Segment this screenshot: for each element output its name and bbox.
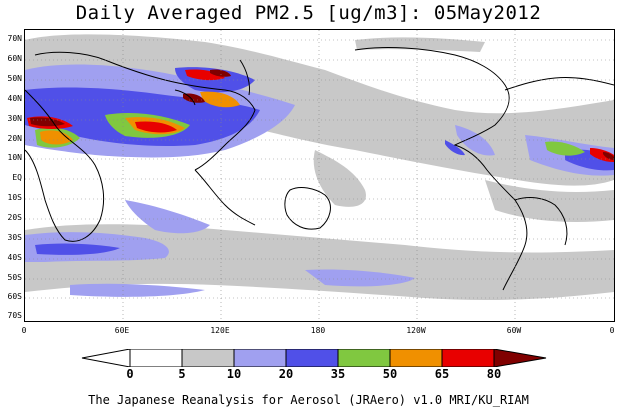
lat-label-60s: 60S — [7, 292, 22, 301]
colorbar-label-10: 10 — [226, 367, 242, 381]
colorbar-box-0-5 — [129, 349, 183, 367]
coastlines — [25, 47, 614, 291]
lat-label-40n: 40N — [7, 94, 22, 103]
lon-label-0-right: 0 — [609, 326, 615, 335]
colorbar-box-20-35 — [285, 349, 339, 367]
lat-label-50s: 50S — [7, 273, 22, 282]
colorbar-label-65: 65 — [434, 367, 450, 381]
colorbar — [81, 349, 547, 367]
lon-label-60w: 60W — [506, 326, 522, 335]
colorbar-box-65-80 — [441, 349, 495, 367]
colorbar-arrow-high — [493, 349, 547, 367]
pm25-level-5-10 — [25, 34, 614, 300]
map-gridlines — [25, 30, 614, 321]
pm25-map — [24, 29, 615, 322]
lat-label-20s: 20S — [7, 213, 22, 222]
colorbar-label-0: 0 — [126, 367, 134, 381]
lat-label-50n: 50N — [7, 74, 22, 83]
lat-label-20n: 20N — [7, 134, 22, 143]
lat-label-10n: 10N — [7, 153, 22, 162]
colorbar-label-20: 20 — [278, 367, 294, 381]
colorbar-arrow-low — [81, 349, 131, 367]
lat-label-40s: 40S — [7, 253, 22, 262]
colorbar-label-35: 35 — [330, 367, 346, 381]
colorbar-label-80: 80 — [486, 367, 502, 381]
lat-label-10s: 10S — [7, 193, 22, 202]
colorbar-box-35-50 — [337, 349, 391, 367]
colorbar-box-50-65 — [389, 349, 443, 367]
lon-label-180: 180 — [310, 326, 326, 335]
footer-credit: The Japanese Reanalysis for Aerosol (JRA… — [88, 393, 529, 407]
colorbar-label-50: 50 — [382, 367, 398, 381]
lon-label-60e: 60E — [114, 326, 130, 335]
lat-label-60n: 60N — [7, 54, 22, 63]
colorbar-label-5: 5 — [178, 367, 186, 381]
lat-label-30s: 30S — [7, 233, 22, 242]
lat-label-70n: 70N — [7, 34, 22, 43]
map-title: Daily Averaged PM2.5 [ug/m3]: 05May2012 — [75, 2, 542, 24]
lon-label-120w: 120W — [406, 326, 426, 335]
lat-label-70s: 70S — [7, 311, 22, 320]
lat-label-30n: 30N — [7, 114, 22, 123]
lon-label-0-left: 0 — [21, 326, 27, 335]
colorbar-box-5-10 — [181, 349, 235, 367]
colorbar-box-10-20 — [233, 349, 287, 367]
lon-label-120e: 120E — [210, 326, 230, 335]
lat-label-eq: EQ — [12, 173, 22, 182]
